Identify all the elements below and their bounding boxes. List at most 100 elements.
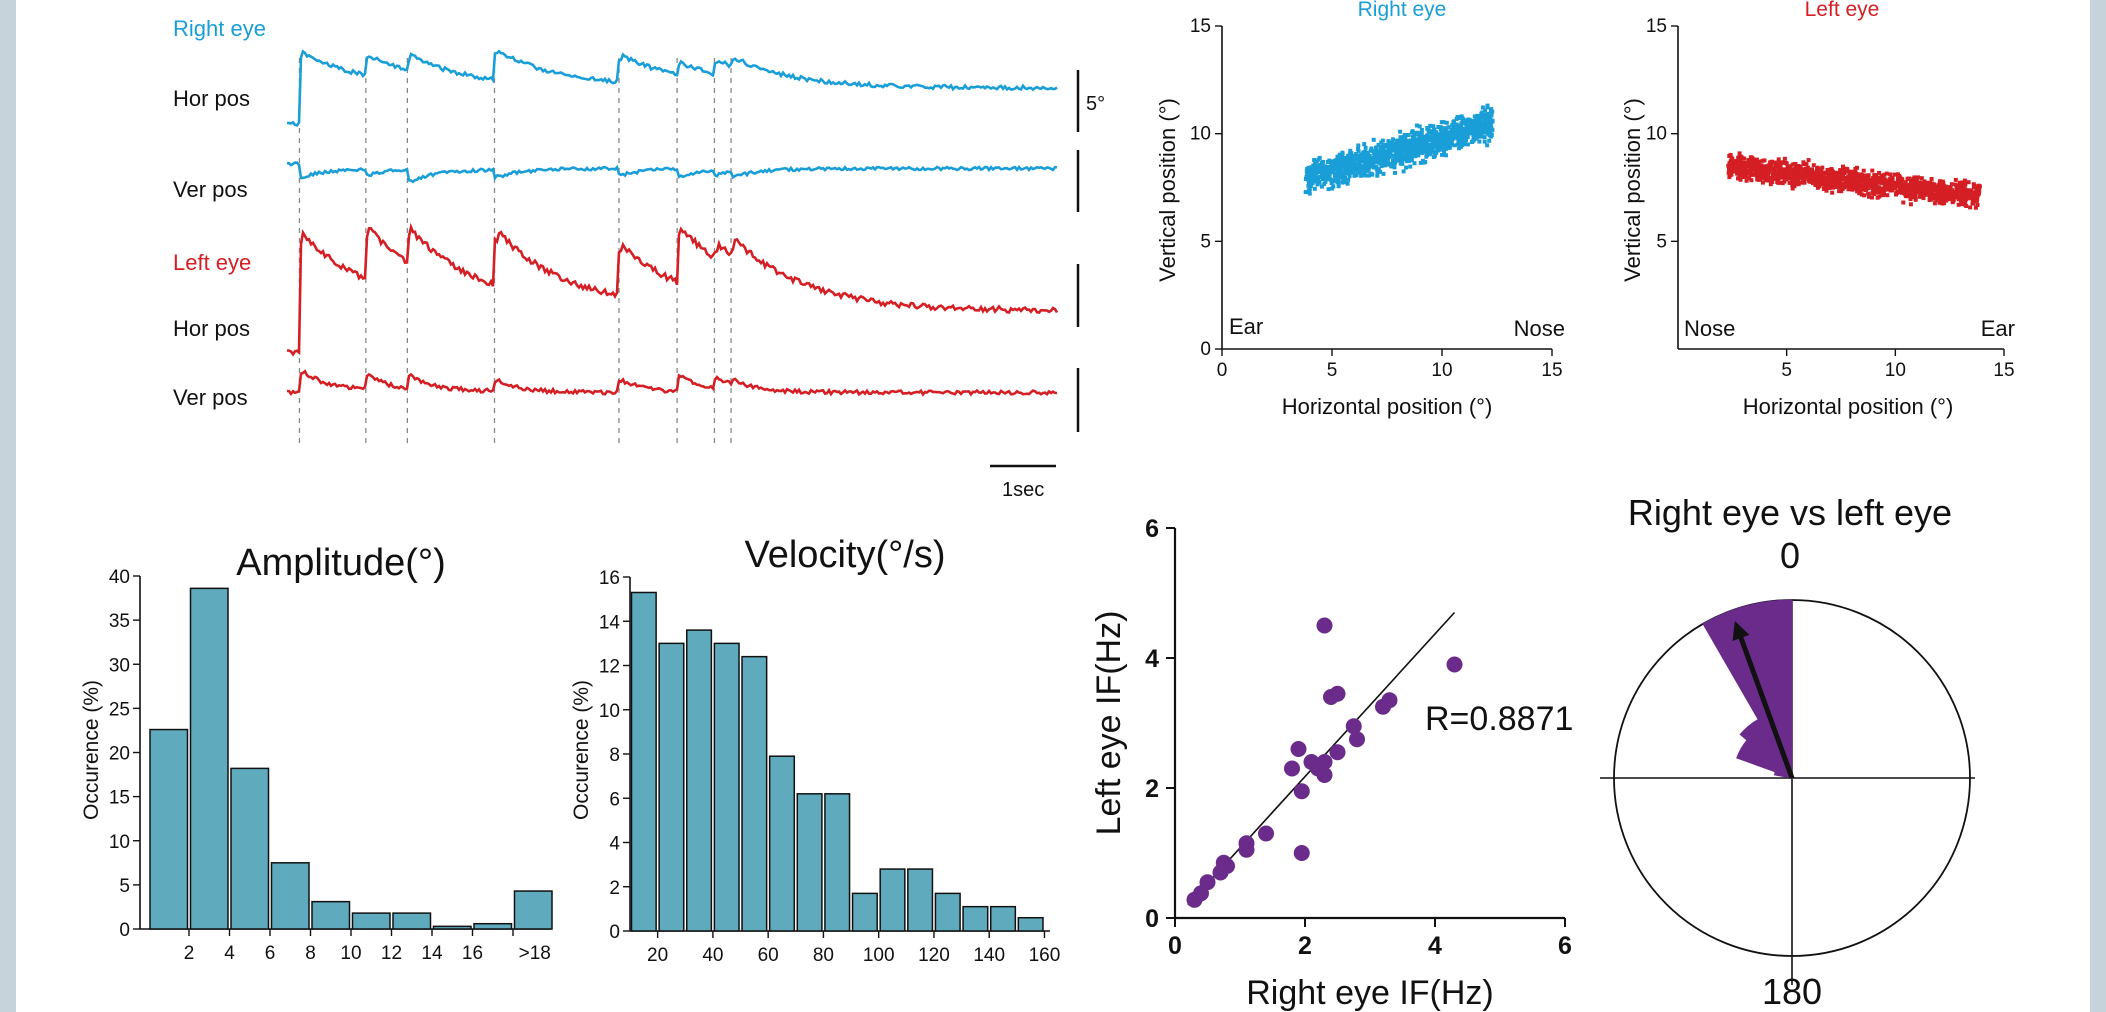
scat-l-point [1976,191,1981,196]
right-scatter-ylabel: Vertical position (°) [1155,98,1180,282]
if-ylabel: Left eye IF(Hz) [1090,611,1128,836]
scat-r-point [1320,177,1325,182]
scat-r-point [1482,116,1487,121]
scat-r-point [1423,140,1428,145]
if-scatter-plot: 0 2 4 6 0 2 4 6 R=0.8871 Right eye IF(Hz) Left … [1090,515,1573,1012]
scat-l-point [1831,173,1836,178]
scat-r-point [1471,119,1476,123]
scat-l-point [1850,176,1855,181]
scat-r-point [1428,123,1433,128]
scat-l-point [1823,179,1828,184]
scat-l-point [1748,155,1753,160]
scat-r-point [1395,138,1400,143]
scat-r-point [1349,162,1354,167]
if-point [1258,825,1274,842]
velocity-xtick-label: 120 [918,945,950,966]
scat-l-point [1944,188,1949,193]
scat-l-point [1770,178,1774,182]
time-scale-label: 1sec [1002,479,1044,501]
scat-l-point [1760,180,1765,185]
scat-r-point [1459,139,1463,144]
scat-l-point [1940,200,1945,205]
scat-r-point [1442,137,1447,141]
scat-l-point [1733,169,1738,173]
velocity-ytick-label: 0 [609,922,620,943]
scat-r-point [1467,122,1472,126]
scat-l-point [1908,197,1913,202]
scat-l-point [1780,181,1785,186]
scat-l-point [1762,158,1767,163]
scat-r-point [1413,140,1418,145]
amplitude-xtick-label: 4 [224,943,235,964]
scat-l-point [1861,168,1866,173]
velocity-bar-55 [741,655,768,932]
scat-l-point [1863,173,1868,178]
scat-r-point [1362,171,1367,176]
scat-r-point [1468,118,1473,123]
scat-l-point [1891,182,1896,187]
amplitude-ytick-label: 0 [119,920,130,941]
scat-r-ytick-label: 0 [1200,339,1211,360]
scat-r-point [1459,127,1463,132]
scat-l-point [1742,168,1747,173]
scat-l-point [1826,172,1831,177]
scat-r-point [1410,129,1415,134]
if-point [1316,767,1333,783]
polar-title: Right eye vs left eye [1628,492,1952,533]
amplitude-ytick-label: 5 [119,876,130,897]
if-point [1293,783,1310,800]
scat-l-point [1750,164,1755,169]
scat-l-point [1917,190,1922,195]
scat-l-point [1824,188,1829,193]
scat-r-point [1311,166,1316,171]
scat-l-point [1838,168,1843,173]
scat-r-point [1465,128,1470,133]
velocity-ticks: 0 2 4 6 8 10 12 14 16 20 40 60 80 100 120 140 160 [599,568,1060,966]
scat-r-point [1398,135,1403,140]
velocity-bar-125 [934,892,961,932]
velocity-bars [630,591,1044,932]
scat-r-point [1379,164,1384,169]
scat-l-point [1840,173,1844,178]
scat-l-point [1913,184,1918,189]
scat-r-point [1386,140,1391,145]
scat-r-point [1318,174,1323,179]
polar-sectors [1702,599,1793,780]
scat-l-point [1939,197,1943,202]
scat-l-point [1737,161,1742,166]
scat-l-point [1798,180,1802,185]
scat-r-point [1460,119,1465,124]
scat-r-point [1333,179,1338,184]
velocity-bar-135 [962,905,989,932]
scat-l-point [1784,177,1789,182]
scat-l-point [1968,190,1973,194]
scat-r-point [1335,180,1340,185]
scat-r-point [1384,158,1389,163]
scat-r-point [1410,135,1415,139]
scat-r-point [1455,115,1460,120]
scat-l-point [1859,172,1864,177]
scat-r-point [1317,180,1322,185]
scat-l-point [1837,189,1842,194]
velocity-ytick-label: 2 [609,878,620,899]
scat-l-point [1728,152,1733,157]
scat-l-point [1815,185,1820,190]
scat-l-point [1787,172,1792,177]
velocity-bar-75 [796,793,823,932]
scat-l-point [1881,192,1886,196]
polar-vector-shaft [1737,633,1795,779]
scat-r-point [1311,173,1316,178]
scat-l-point [1738,157,1743,162]
scat-l-point [1900,182,1905,187]
scat-r-point [1331,165,1336,170]
scat-r-point [1486,118,1491,123]
scat-l-ytick-label: 5 [1656,231,1667,252]
right-eye-vertical-trace [286,161,1058,184]
scat-l-point [1848,183,1853,188]
scat-l-point [1962,178,1967,183]
scat-r-point [1314,159,1319,164]
scat-l-point [1849,169,1854,174]
scat-l-point [1791,181,1796,185]
scat-l-point [1974,198,1979,203]
polar-sector-1 [1702,599,1793,780]
